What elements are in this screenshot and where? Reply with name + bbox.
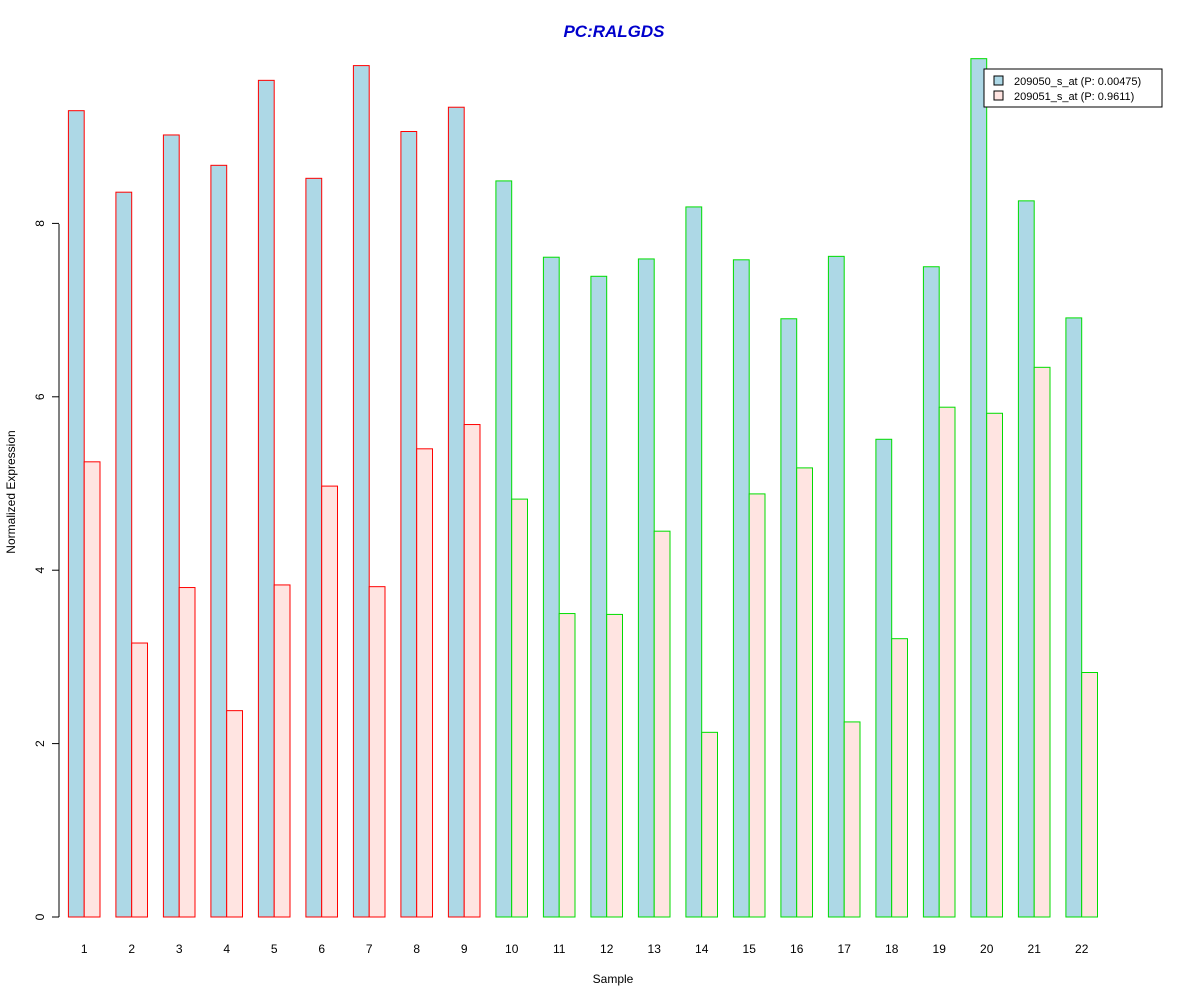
bar-series2-sample-14 [701, 731, 719, 918]
bar-series2-sample-1 [83, 461, 101, 918]
bar-series2-sample-9 [463, 424, 481, 918]
bar-series2-sample-5 [273, 584, 291, 918]
bar-series1-sample-10 [495, 180, 513, 918]
bar-series2-sample-17 [843, 721, 861, 918]
y-tick-label: 8 [33, 220, 47, 227]
legend-swatch [993, 90, 1004, 101]
x-tick-label: 17 [838, 942, 852, 956]
bar-series1-sample-4 [210, 164, 228, 918]
bar-series2-sample-8 [416, 448, 434, 918]
x-tick-label: 11 [553, 942, 566, 956]
y-tick-label: 0 [33, 913, 47, 920]
bar-series1-sample-19 [922, 266, 940, 918]
y-tick-label: 6 [33, 393, 47, 400]
x-tick-label: 20 [980, 942, 994, 956]
bar-series1-sample-6 [305, 177, 323, 918]
bar-series2-sample-19 [938, 406, 956, 918]
chart-title: PC:RALGDS [563, 22, 665, 41]
bar-series1-sample-17 [827, 255, 845, 918]
x-tick-label: 3 [176, 942, 183, 956]
bar-series2-sample-12 [606, 613, 624, 918]
x-tick-label: 7 [366, 942, 373, 956]
y-tick-label: 4 [33, 567, 47, 574]
bar-series1-sample-8 [400, 130, 418, 918]
y-axis: 0 2 4 6 8 [33, 220, 60, 920]
bar-series2-sample-20 [986, 412, 1004, 918]
x-tick-label: 4 [223, 942, 230, 956]
bar-series1-sample-5 [257, 79, 275, 918]
x-tick-label: 1 [81, 942, 88, 956]
bar-series1-sample-20 [970, 58, 988, 918]
y-axis-label: Normalized Expression [4, 430, 18, 553]
bar-series2-sample-10 [511, 498, 529, 918]
bar-series1-sample-3 [162, 134, 180, 918]
bar-series2-sample-16 [796, 467, 814, 918]
bar-series2-sample-6 [321, 485, 339, 918]
x-tick-label: 9 [461, 942, 468, 956]
bar-series2-sample-22 [1081, 672, 1098, 918]
x-tick-label: 14 [695, 942, 709, 956]
legend-swatch [993, 75, 1004, 86]
bar-series2-sample-18 [891, 638, 909, 918]
x-tick-label: 2 [128, 942, 135, 956]
bar-series1-sample-14 [685, 206, 703, 918]
x-tick-labels: 1 2 3 4 5 6 7 8 9 10 11 12 13 14 15 16 17 18 19 20 21 22 [81, 942, 1089, 956]
bar-series1-sample-18 [875, 438, 893, 918]
bar-series1-sample-2 [115, 191, 133, 918]
x-tick-label: 12 [600, 942, 614, 956]
bar-series1-sample-21 [1017, 200, 1035, 918]
x-tick-label: 10 [505, 942, 519, 956]
x-tick-label: 13 [648, 942, 662, 956]
x-tick-label: 6 [318, 942, 325, 956]
x-tick-label: 16 [790, 942, 804, 956]
bar-series1-sample-12 [590, 275, 608, 918]
bar-series2-sample-11 [558, 613, 576, 918]
bar-series1-sample-9 [447, 106, 465, 918]
x-tick-label: 22 [1075, 942, 1089, 956]
x-tick-label: 21 [1028, 942, 1042, 956]
bar-series2-sample-15 [748, 493, 766, 918]
x-tick-label: 8 [413, 942, 420, 956]
bar-series2-sample-7 [368, 586, 386, 918]
bar-series1-sample-1 [67, 110, 85, 918]
x-tick-label: 5 [271, 942, 278, 956]
bar-series1-sample-15 [732, 259, 750, 918]
bar-series1-sample-7 [352, 65, 370, 918]
legend: 209050_s_at (P: 0.00475) 209051_s_at (P:… [983, 68, 1163, 108]
bar-series2-sample-3 [178, 587, 196, 918]
legend-label: 209051_s_at (P: 0.9611) [1014, 91, 1134, 103]
x-tick-label: 19 [933, 942, 947, 956]
bar-series2-sample-2 [131, 642, 148, 918]
bar-series1-sample-22 [1065, 317, 1083, 918]
bars-group [67, 58, 1098, 918]
bar-series2-sample-13 [653, 530, 671, 918]
x-axis-label: Sample [593, 972, 634, 986]
bar-series1-sample-11 [542, 256, 560, 918]
y-tick-label: 2 [33, 740, 47, 747]
bar-series2-sample-4 [226, 710, 243, 918]
bar-series1-sample-13 [637, 258, 655, 918]
bar-series2-sample-21 [1033, 366, 1051, 918]
bar-series1-sample-16 [780, 318, 798, 918]
x-tick-label: 18 [885, 942, 899, 956]
x-tick-label: 15 [743, 942, 757, 956]
legend-box [983, 68, 1163, 108]
legend-label: 209050_s_at (P: 0.00475) [1014, 76, 1141, 88]
